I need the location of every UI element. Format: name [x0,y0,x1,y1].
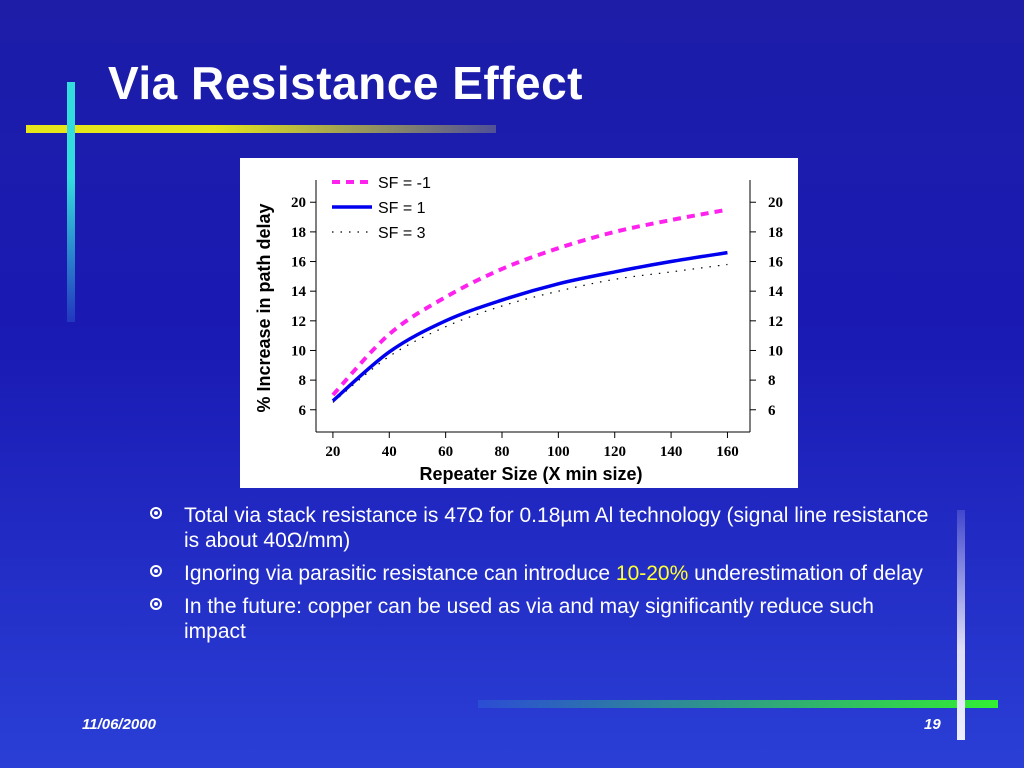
x-tick-label: 160 [716,444,739,460]
decor-green-line [478,700,998,708]
y-tick-label-right: 20 [768,195,783,211]
y-axis-title: % Increase in path delay [254,203,274,412]
series-line-dotted [332,263,728,403]
bullet-list: Total via stack resistance is 47Ω for 0.… [150,503,930,652]
y-tick-label-right: 14 [768,284,784,300]
bullet-item: Ignoring via parasitic resistance can in… [150,561,930,586]
slide-title: Via Resistance Effect [108,57,583,109]
chart-panel: 6 8 10 12 14 16 18 20 6 8 10 12 14 16 18 20 20 40 60 80 100 1… [240,158,798,488]
y-tick-label-left: 10 [291,343,306,359]
y-tick-label-right: 12 [768,314,783,330]
page-number: 19 [924,716,941,733]
bullet-text: In the future: copper can be used as via… [184,595,874,643]
delay-chart: 6 8 10 12 14 16 18 20 6 8 10 12 14 16 18 20 20 40 60 80 100 1… [254,175,784,484]
bullet-text: underestimation of delay [688,562,923,585]
bullet-text: Total via stack resistance is 47Ω for 0.… [184,504,929,552]
x-tick-label: 60 [438,444,453,460]
y-tick-label-right: 10 [768,343,783,359]
y-tick-label-left: 20 [291,195,306,211]
y-tick-label-left: 8 [299,373,307,389]
x-tick-label: 100 [547,444,570,460]
series-line-dashed [331,207,728,397]
y-tick-label-right: 8 [768,373,776,389]
x-axis-title: Repeater Size (X min size) [419,464,642,484]
decor-cyan-line [67,82,75,322]
x-tick-label: 120 [603,444,626,460]
decor-lavender-line [957,510,965,740]
series-line-solid [331,250,728,403]
bullet-circle-icon [150,598,162,610]
y-tick-label-left: 12 [291,314,306,330]
y-tick-label-left: 16 [291,255,307,271]
y-tick-label-right: 16 [768,255,784,271]
legend-label: SF = 1 [378,200,426,217]
x-tick-label: 140 [660,444,683,460]
y-tick-label-left: 18 [291,225,306,241]
legend-label: SF = -1 [378,175,431,192]
bullet-circle-icon [150,507,162,519]
bullet-text: Ignoring via parasitic resistance can in… [184,562,616,585]
y-tick-label-left: 6 [299,403,307,419]
y-tick-label-right: 6 [768,403,776,419]
x-tick-label: 40 [382,444,397,460]
legend-label: SF = 3 [378,225,426,242]
footer-date: 11/06/2000 [82,716,156,733]
x-tick-label: 80 [495,444,510,460]
y-tick-label-right: 18 [768,225,783,241]
bullet-item: Total via stack resistance is 47Ω for 0.… [150,503,930,553]
bullet-item: In the future: copper can be used as via… [150,594,930,644]
bullet-circle-icon [150,565,162,577]
y-tick-label-left: 14 [291,284,307,300]
highlight-text: 10-20% [615,562,689,585]
decor-yellow-line [26,125,496,133]
x-tick-label: 20 [325,444,340,460]
